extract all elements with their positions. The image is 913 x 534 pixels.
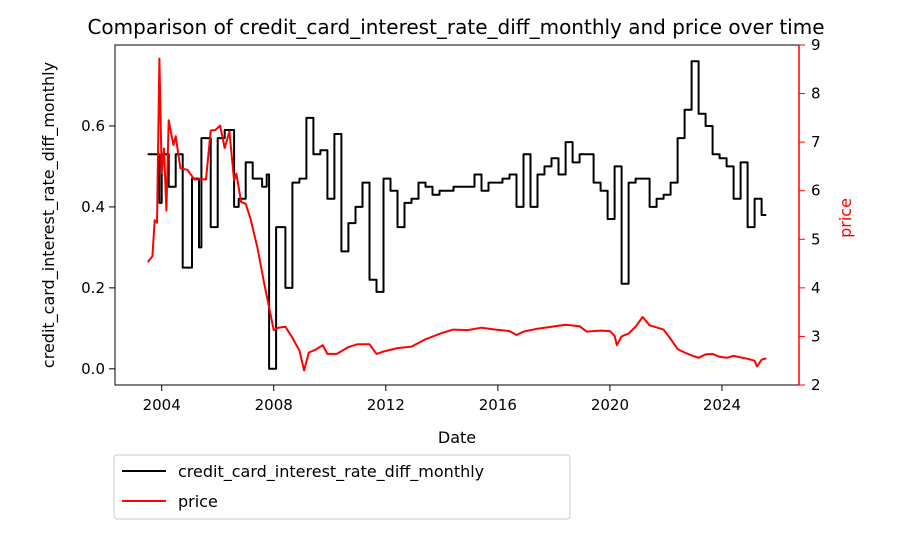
y-left-tick-label: 0.0 [81, 360, 105, 378]
y-axis-left-label: credit_card_interest_rate_diff_monthly [39, 62, 59, 368]
y-left-tick-label: 0.2 [81, 279, 105, 297]
x-axis-label: Date [438, 428, 476, 447]
y-left-tick-label: 0.6 [81, 117, 105, 135]
x-tick-label: 2020 [591, 396, 629, 414]
y-right-tick-label: 7 [811, 133, 821, 151]
x-tick-label: 2008 [255, 396, 293, 414]
series-right-layer [146, 57, 767, 372]
series-line-rate-diff [147, 60, 767, 370]
x-axis: 2004 2008 2012 2016 2020 2024 [143, 385, 741, 414]
series-line-price [146, 57, 767, 372]
series-left-layer [147, 60, 767, 370]
y-axis-right: 2 3 4 5 6 7 8 9 [798, 36, 821, 394]
chart-title: Comparison of credit_card_interest_rate_… [87, 15, 824, 39]
plot-area [114, 44, 800, 386]
y-left-tick-label: 0.4 [81, 198, 105, 216]
y-right-tick-label: 8 [811, 85, 821, 103]
x-tick-label: 2004 [143, 396, 181, 414]
x-tick-label: 2012 [367, 396, 405, 414]
y-right-tick-label: 5 [811, 230, 821, 248]
legend-label-left-series: credit_card_interest_rate_diff_monthly [178, 462, 484, 482]
legend: credit_card_interest_rate_diff_monthly p… [113, 454, 571, 520]
y-right-tick-label: 9 [811, 36, 821, 54]
legend-box [113, 454, 571, 520]
x-tick-label: 2024 [703, 396, 741, 414]
y-axis-left: 0.0 0.2 0.4 0.6 [81, 117, 115, 378]
legend-label-right-series: price [178, 492, 218, 511]
y-right-tick-label: 6 [811, 182, 821, 200]
y-axis-right-label: price [836, 198, 855, 238]
y-right-tick-label: 4 [811, 279, 821, 297]
x-tick-label: 2016 [479, 396, 517, 414]
y-right-tick-label: 3 [811, 327, 821, 345]
y-right-tick-label: 2 [811, 376, 821, 394]
